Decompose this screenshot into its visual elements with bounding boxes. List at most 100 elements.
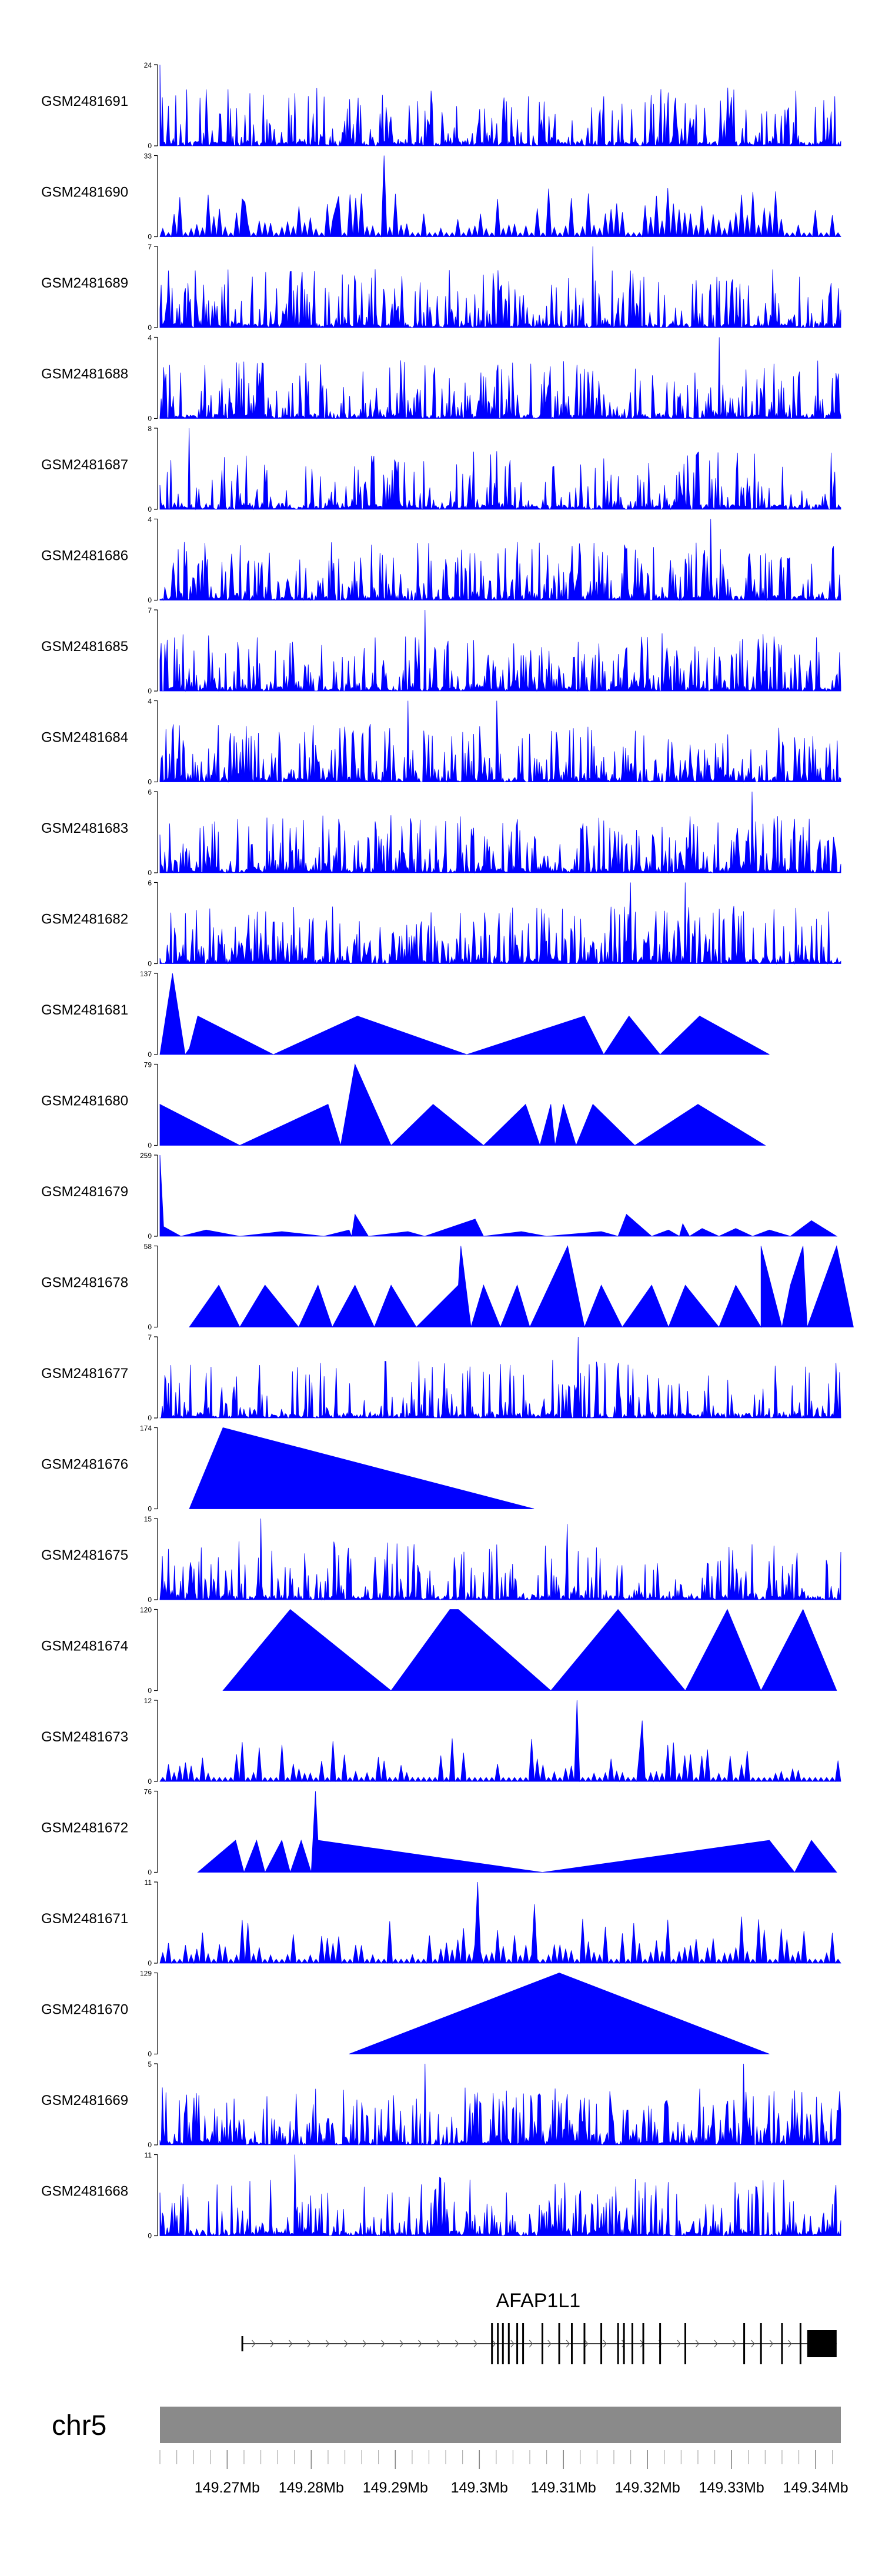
track-label: GSM2481679 (41, 1184, 128, 1200)
y-tick-label-max: 129 (140, 1970, 152, 1978)
exon (617, 2323, 619, 2364)
track-label: GSM2481680 (41, 1093, 128, 1109)
strand-chevron (751, 2340, 755, 2348)
coverage-area (159, 1063, 766, 1146)
y-tick-label-min: 0 (148, 1505, 152, 1513)
y-tick-label-max: 137 (140, 970, 152, 978)
y-tick-label-max: 12 (144, 1697, 152, 1705)
track-GSM2481676: GSM2481676 174 0 (41, 1424, 534, 1513)
exon (497, 2323, 499, 2364)
y-tick-label-max: 15 (144, 1515, 152, 1523)
y-tick-label-max: 4 (148, 516, 152, 524)
y-tick-label-min: 0 (148, 1232, 152, 1240)
y-tick-label-max: 6 (148, 788, 152, 796)
track-GSM2481677: GSM2481677 7 0 (41, 1333, 841, 1422)
track-label: GSM2481678 (41, 1275, 128, 1291)
y-tick-label-max: 7 (148, 243, 152, 251)
track-label: GSM2481690 (41, 185, 128, 201)
x-tick-label: 149.28Mb (279, 2480, 344, 2496)
track-GSM2481679: GSM2481679 259 0 (41, 1152, 838, 1240)
y-tick-label-min: 0 (148, 2232, 152, 2240)
strand-chevron (732, 2340, 737, 2348)
y-tick-label-min: 0 (148, 1687, 152, 1695)
y-tick-label-min: 0 (148, 505, 152, 513)
coverage-area (159, 973, 770, 1056)
y-tick-label-max: 4 (148, 698, 152, 706)
track-GSM2481671: GSM2481671 11 0 (41, 1878, 841, 1967)
strand-chevron (307, 2340, 311, 2348)
strand-chevron (473, 2340, 477, 2348)
x-tick-label: 149.33Mb (699, 2480, 764, 2496)
exon (491, 2323, 493, 2364)
y-tick-label-max: 8 (148, 425, 152, 433)
y-tick-label-min: 0 (148, 142, 152, 150)
track-GSM2481669: GSM2481669 5 0 (41, 2060, 841, 2149)
track-GSM2481691: GSM2481691 24 0 (41, 61, 841, 150)
y-tick-label-max: 259 (140, 1152, 152, 1160)
strand-chevron (547, 2340, 552, 2348)
track-GSM2481678: GSM2481678 58 0 (41, 1243, 854, 1332)
track-label: GSM2481689 (41, 275, 128, 291)
y-tick-label-max: 174 (140, 1424, 152, 1433)
y-tick-label-min: 0 (148, 596, 152, 605)
coverage-area (159, 428, 841, 510)
exon (583, 2323, 586, 2364)
exon (600, 2323, 603, 2364)
gene-name: AFAP1L1 (496, 2290, 581, 2312)
strand-chevron (418, 2340, 422, 2348)
gene-track: AFAP1L1 (241, 2290, 837, 2364)
coverage-area (159, 882, 841, 965)
y-tick-label-min: 0 (148, 869, 152, 877)
coverage-area (159, 519, 841, 601)
coverage-area (159, 337, 841, 419)
y-tick-label-min: 0 (148, 1323, 152, 1332)
strand-chevron (603, 2340, 607, 2348)
track-label: GSM2481677 (41, 1366, 128, 1382)
exon-last (807, 2330, 837, 2357)
coverage-area (159, 2154, 841, 2237)
coverage-area (222, 1609, 837, 1691)
strand-chevron (325, 2340, 330, 2348)
y-tick-label-min: 0 (148, 233, 152, 241)
y-tick-label-min: 0 (148, 1414, 152, 1422)
coverage-area (159, 155, 841, 238)
coverage-tracks: GSM2481691240GSM2481690330GSM248168970GS… (41, 61, 854, 2240)
y-tick-label-min: 0 (148, 415, 152, 423)
track-label: GSM2481691 (41, 94, 128, 109)
track-GSM2481690: GSM2481690 33 0 (41, 152, 841, 241)
strand-chevron (381, 2340, 385, 2348)
y-tick-label-max: 79 (144, 1061, 152, 1069)
y-tick-label-min: 0 (148, 1596, 152, 1604)
track-GSM2481670: GSM2481670 129 0 (41, 1970, 770, 2058)
y-tick-label-max: 7 (148, 1333, 152, 1342)
track-GSM2481685: GSM2481685 7 0 (41, 606, 841, 695)
y-tick-label-max: 6 (148, 879, 152, 887)
track-GSM2481689: GSM2481689 7 0 (41, 243, 841, 332)
track-label: GSM2481685 (41, 639, 128, 655)
track-label: GSM2481674 (41, 1639, 128, 1654)
track-GSM2481687: GSM2481687 8 0 (41, 425, 841, 513)
exon (760, 2323, 762, 2364)
track-GSM2481682: GSM2481682 6 0 (41, 879, 841, 968)
track-label: GSM2481684 (41, 730, 128, 746)
chromosome-bar (160, 2407, 841, 2443)
coverage-area (159, 1518, 841, 1601)
strand-chevron (344, 2340, 348, 2348)
track-label: GSM2481687 (41, 457, 128, 473)
track-label: GSM2481681 (41, 1002, 128, 1018)
track-label: GSM2481669 (41, 2093, 128, 2108)
track-label: GSM2481682 (41, 912, 128, 927)
y-tick-label-max: 11 (145, 2151, 152, 2160)
strand-chevron (677, 2340, 681, 2348)
track-label: GSM2481688 (41, 366, 128, 382)
coverage-area (159, 2063, 841, 2146)
strand-chevron (566, 2340, 570, 2348)
exon (743, 2323, 746, 2364)
strand-chevron (695, 2340, 700, 2348)
coverage-area (159, 246, 841, 329)
y-tick-label-max: 4 (148, 334, 152, 342)
x-tick-label: 149.29Mb (363, 2480, 428, 2496)
y-tick-label-min: 0 (148, 1959, 152, 1967)
exon (507, 2323, 510, 2364)
exon (522, 2323, 524, 2364)
